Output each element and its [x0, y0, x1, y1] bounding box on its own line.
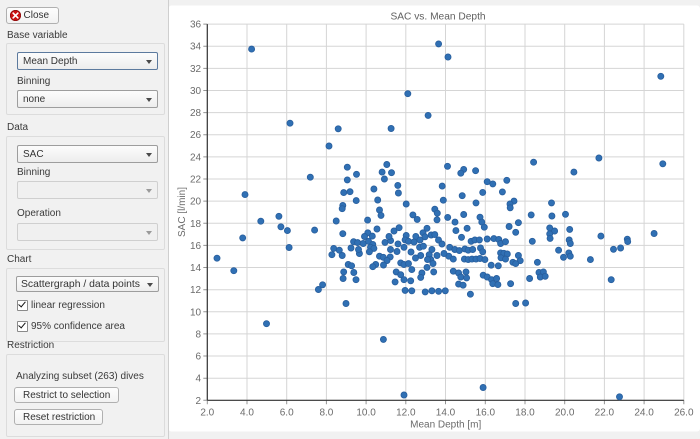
svg-text:24.0: 24.0: [634, 408, 654, 419]
svg-text:20.0: 20.0: [555, 408, 575, 419]
svg-text:4: 4: [196, 374, 202, 385]
svg-text:22.0: 22.0: [595, 408, 615, 419]
svg-text:10.0: 10.0: [356, 408, 376, 419]
svg-text:18: 18: [190, 219, 202, 230]
svg-text:10: 10: [190, 307, 202, 318]
svg-text:28: 28: [190, 108, 202, 119]
svg-text:14: 14: [190, 263, 202, 274]
svg-text:30: 30: [190, 86, 202, 97]
svg-text:34: 34: [190, 42, 202, 53]
svg-text:20: 20: [190, 197, 202, 208]
svg-text:8: 8: [196, 329, 202, 340]
svg-text:6: 6: [196, 352, 202, 363]
svg-text:16: 16: [190, 241, 202, 252]
svg-text:26: 26: [190, 130, 202, 141]
svg-text:16.0: 16.0: [476, 408, 496, 419]
svg-text:36: 36: [190, 20, 202, 31]
svg-text:4.0: 4.0: [240, 408, 254, 419]
svg-text:24: 24: [190, 152, 202, 163]
svg-text:14.0: 14.0: [436, 408, 456, 419]
svg-text:Mean Depth [m]: Mean Depth [m]: [410, 420, 481, 431]
svg-text:12.0: 12.0: [396, 408, 416, 419]
svg-text:SAC [l/min]: SAC [l/min]: [177, 187, 188, 237]
svg-text:2.0: 2.0: [200, 408, 214, 419]
svg-text:22: 22: [190, 175, 202, 186]
svg-text:18.0: 18.0: [515, 408, 535, 419]
svg-text:12: 12: [190, 285, 202, 296]
svg-text:SAC vs. Mean Depth: SAC vs. Mean Depth: [390, 12, 485, 23]
svg-text:8.0: 8.0: [319, 408, 333, 419]
svg-text:2: 2: [196, 396, 202, 407]
svg-text:26.0: 26.0: [674, 408, 694, 419]
svg-text:32: 32: [190, 64, 202, 75]
svg-text:6.0: 6.0: [280, 408, 294, 419]
